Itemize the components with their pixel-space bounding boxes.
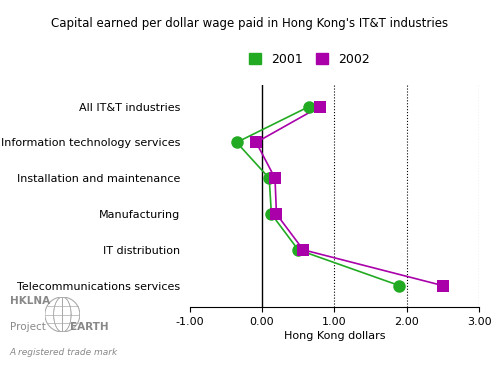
Text: HKLNA: HKLNA bbox=[10, 296, 50, 306]
Text: Project: Project bbox=[10, 322, 46, 332]
Text: Capital earned per dollar wage paid in Hong Kong's IT&T industries: Capital earned per dollar wage paid in H… bbox=[51, 17, 448, 30]
X-axis label: Hong Kong dollars: Hong Kong dollars bbox=[283, 331, 385, 341]
Text: A registered trade mark: A registered trade mark bbox=[10, 348, 118, 357]
Text: EARTH: EARTH bbox=[70, 322, 108, 332]
Legend: 2001, 2002: 2001, 2002 bbox=[247, 51, 372, 69]
